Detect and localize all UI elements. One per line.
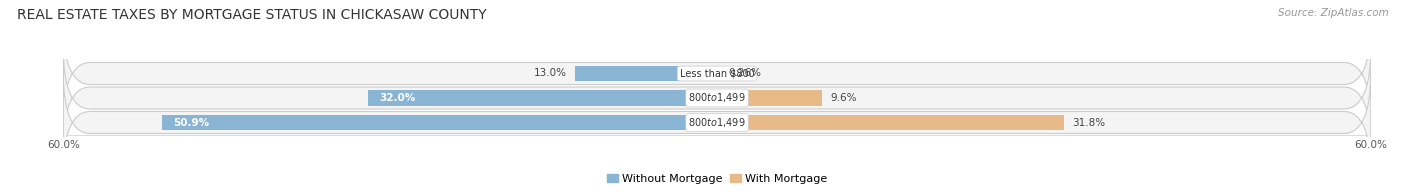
Bar <box>575 66 717 81</box>
Text: Source: ZipAtlas.com: Source: ZipAtlas.com <box>1278 8 1389 18</box>
Text: 50.9%: 50.9% <box>173 117 209 128</box>
Text: $800 to $1,499: $800 to $1,499 <box>689 116 745 129</box>
Text: 0.26%: 0.26% <box>728 68 762 79</box>
Text: 31.8%: 31.8% <box>1073 117 1105 128</box>
Text: 32.0%: 32.0% <box>380 93 416 103</box>
Bar <box>717 90 821 106</box>
Legend: Without Mortgage, With Mortgage: Without Mortgage, With Mortgage <box>602 169 832 188</box>
Bar <box>163 115 717 130</box>
FancyBboxPatch shape <box>63 72 1371 173</box>
FancyBboxPatch shape <box>63 48 1371 148</box>
FancyBboxPatch shape <box>63 23 1371 124</box>
Text: $800 to $1,499: $800 to $1,499 <box>689 92 745 104</box>
Bar <box>368 90 717 106</box>
Text: REAL ESTATE TAXES BY MORTGAGE STATUS IN CHICKASAW COUNTY: REAL ESTATE TAXES BY MORTGAGE STATUS IN … <box>17 8 486 22</box>
Text: 9.6%: 9.6% <box>831 93 856 103</box>
Text: Less than $800: Less than $800 <box>679 68 755 79</box>
Text: 13.0%: 13.0% <box>534 68 567 79</box>
Bar <box>717 66 720 81</box>
Bar <box>717 115 1063 130</box>
